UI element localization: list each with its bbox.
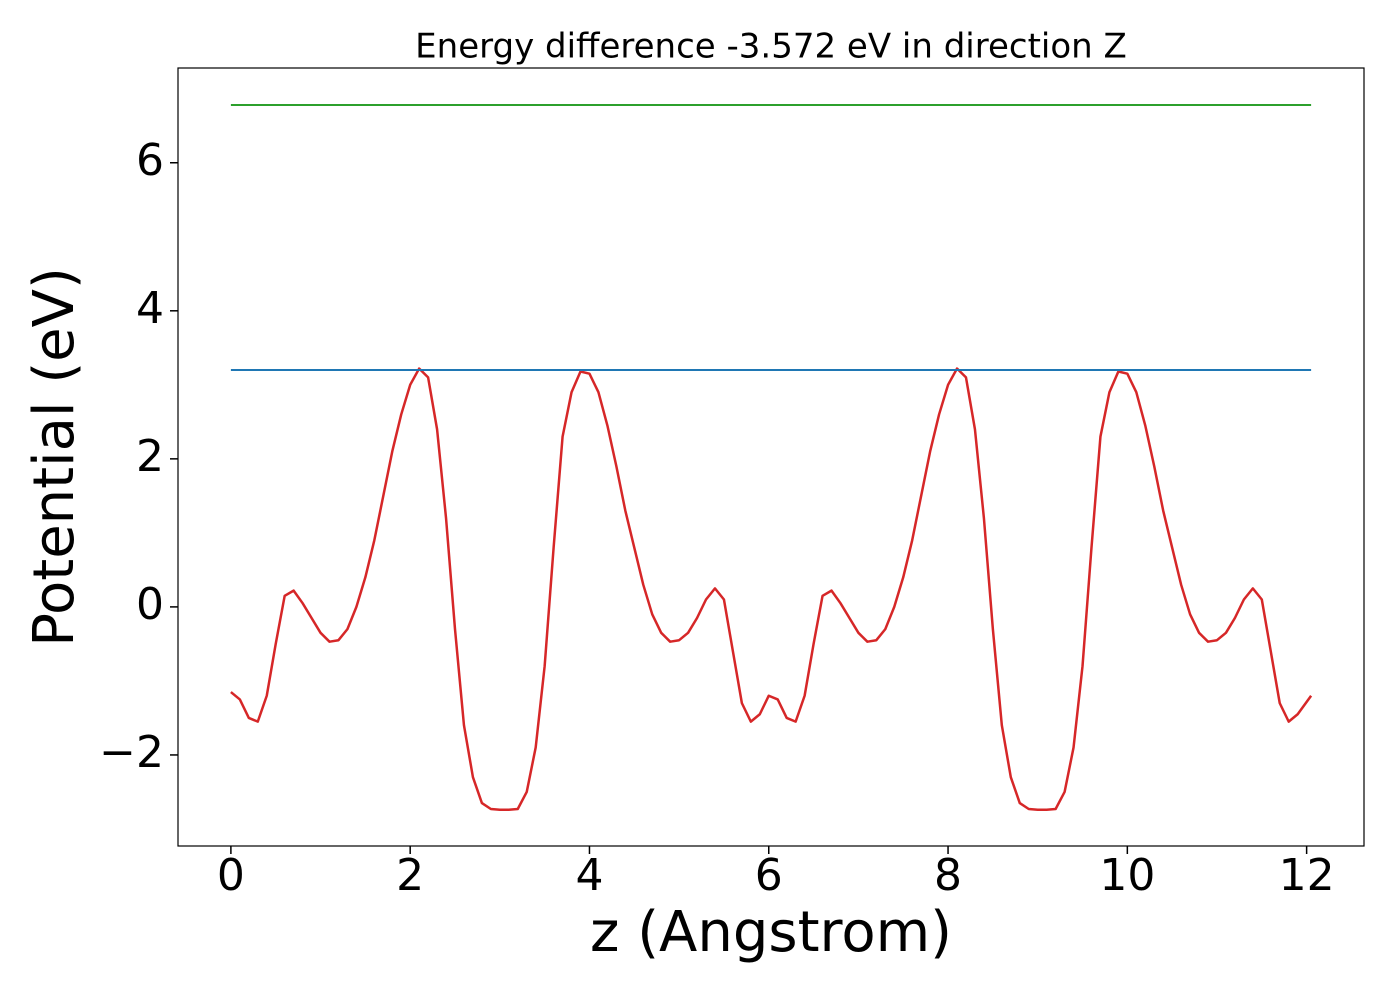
y-tick-label: 4 xyxy=(136,283,164,334)
x-tick-label: 12 xyxy=(1279,850,1335,901)
y-tick-label: 6 xyxy=(136,135,164,186)
x-tick-label: 4 xyxy=(575,850,603,901)
y-tick-label: −2 xyxy=(99,727,164,778)
y-tick-label: 2 xyxy=(136,431,164,482)
x-tick-label: 6 xyxy=(755,850,783,901)
y-tick-label: 0 xyxy=(136,579,164,630)
x-axis-label: z (Angstrom) xyxy=(590,900,952,965)
chart-title: Energy difference -3.572 eV in direction… xyxy=(415,27,1127,67)
x-tick-label: 8 xyxy=(934,850,962,901)
x-tick-label: 2 xyxy=(396,850,424,901)
plot-frame xyxy=(177,67,1365,847)
x-tick-label: 0 xyxy=(217,850,245,901)
y-axis-label: Potential (eV) xyxy=(22,267,87,647)
x-tick-label: 10 xyxy=(1099,850,1155,901)
data-line xyxy=(230,367,1313,811)
